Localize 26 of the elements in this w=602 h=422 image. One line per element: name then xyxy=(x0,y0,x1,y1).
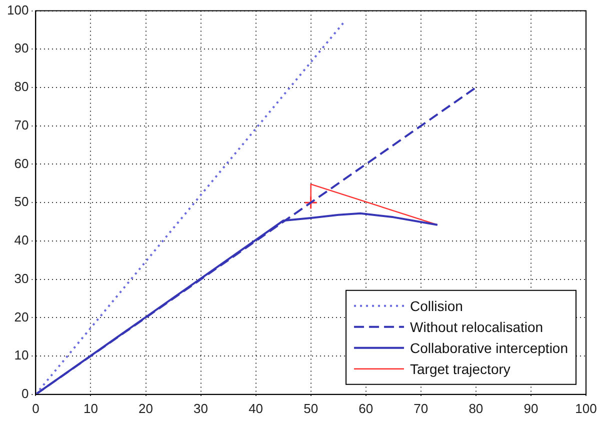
legend-label: Collaborative interception xyxy=(410,340,568,356)
y-tick-label: 50 xyxy=(14,194,29,210)
x-tick-label: 50 xyxy=(304,400,318,416)
y-tick-label: 20 xyxy=(14,309,29,324)
y-tick-label: 70 xyxy=(14,117,29,132)
x-tick-label: 100 xyxy=(575,400,597,416)
legend-label: Collision xyxy=(410,298,463,314)
y-tick-label: 80 xyxy=(14,79,29,94)
y-tick-label: 30 xyxy=(14,270,29,286)
x-tick-label: 40 xyxy=(248,400,264,416)
x-tick-label: 20 xyxy=(138,400,153,416)
x-tick-label: 10 xyxy=(83,400,98,416)
x-tick-label: 60 xyxy=(358,400,374,416)
x-tick-label: 90 xyxy=(524,400,538,416)
y-tick-label: 60 xyxy=(14,156,29,171)
y-tick-label: 40 xyxy=(14,232,29,248)
x-tick-label: 80 xyxy=(468,400,484,416)
legend-label: Target trajectory xyxy=(410,360,510,377)
legend-label: Without relocalisation xyxy=(410,318,544,335)
x-tick-label: 30 xyxy=(194,400,208,416)
x-tick-label: 0 xyxy=(32,400,40,416)
y-tick-label: 90 xyxy=(14,40,29,56)
y-tick-label: 0 xyxy=(21,386,29,401)
x-tick-label: 70 xyxy=(414,400,428,416)
y-tick-label: 10 xyxy=(14,348,29,363)
y-tick-label: 100 xyxy=(6,2,29,18)
